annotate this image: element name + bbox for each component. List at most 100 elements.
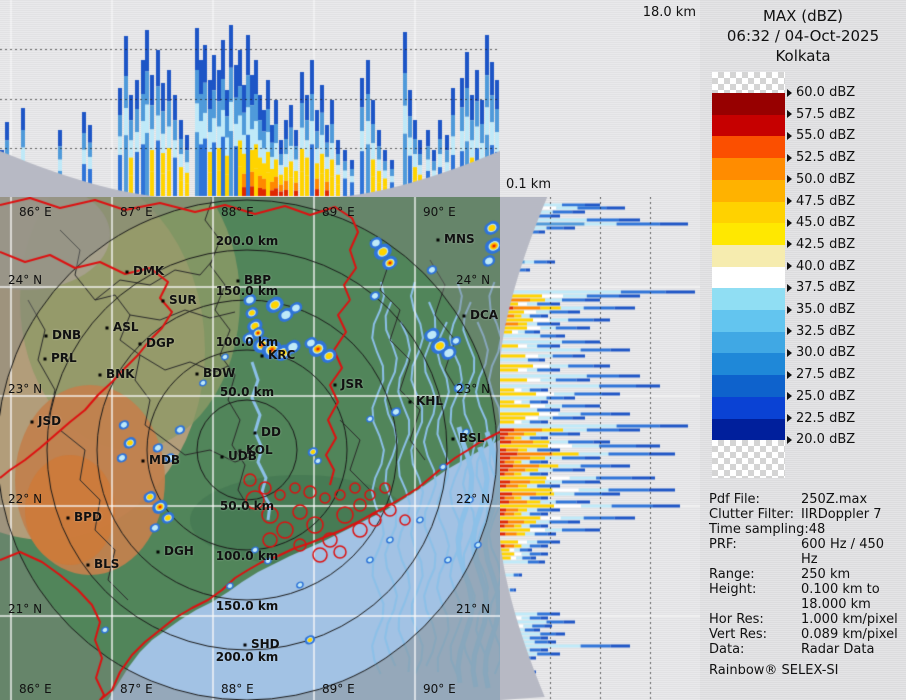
metadata-value: 48	[808, 522, 826, 537]
map-panel[interactable]: 86° E 86° E 87° E 87° E 88° E 88° E 89° E 89° E…	[0, 197, 500, 700]
software-brand: Rainbow® SELEX-SI	[709, 663, 839, 678]
scale-tick-icon	[787, 153, 792, 162]
scale-tick-icon	[787, 197, 792, 205]
lat-label-right: 24° N	[456, 273, 491, 287]
colorbar-band	[712, 244, 785, 268]
lon-label-top: 87° E	[120, 205, 153, 219]
metadata-label: Height:	[709, 582, 757, 597]
scale-tick-icon	[787, 414, 792, 422]
side-projection-canvas[interactable]	[500, 197, 700, 700]
scale-label-text: 42.5 dBZ	[796, 236, 856, 252]
city-label: DGH	[164, 544, 194, 558]
scale-tick-icon	[787, 110, 792, 119]
city-label: KHL	[416, 394, 443, 408]
scale-label-text: 45.0 dBZ	[796, 215, 856, 231]
colorbar-band	[712, 114, 785, 137]
colorbar-band	[712, 136, 785, 159]
metadata-value: 250Z.max	[801, 492, 868, 507]
colorbar-band	[712, 93, 785, 116]
top-projection-canvas[interactable]	[0, 0, 500, 197]
lon-label-top: 89° E	[322, 205, 355, 219]
city-label: BLS	[94, 557, 120, 571]
side-projection-panel[interactable]	[500, 197, 700, 700]
legend-product-title: MAX (dBZ)	[762, 7, 844, 25]
metadata-row: Hor Res: 1.000 km/pixel	[709, 612, 903, 627]
lon-label-top: 88° E	[221, 205, 254, 219]
lon-label-bottom: 90° E	[423, 682, 456, 696]
scale-label-text: 27.5 dBZ	[796, 367, 856, 383]
scale-label-text: 52.5 dBZ	[796, 150, 856, 166]
scale-label-text: 60.0 dBZ	[796, 85, 856, 100]
lon-label-top: 90° E	[423, 205, 456, 219]
scale-label: 45.0 dBZ	[787, 215, 855, 230]
scale-tick-icon	[787, 175, 792, 184]
city-label: BPD	[74, 510, 102, 524]
scale-label: 37.5 dBZ	[787, 280, 855, 295]
scale-tick-icon	[787, 392, 792, 401]
metadata-label: Pdf File:	[709, 492, 760, 507]
lat-label-left: 22° N	[8, 492, 43, 506]
colorbar-band	[712, 158, 785, 181]
city-label: ASL	[113, 320, 139, 334]
lat-label-left: 23° N	[8, 382, 43, 396]
metadata-row: Vert Res: 0.089 km/pixel	[709, 627, 903, 642]
metadata-label: PRF:	[709, 537, 737, 552]
scale-tick-icon	[787, 283, 792, 292]
legend-panel: MAX (dBZ) 06:32 / 04-Oct-2025 Kolkata 60…	[700, 0, 906, 700]
range-ring-label: 200.0 km	[215, 234, 279, 248]
scale-label: 42.5 dBZ	[787, 237, 855, 252]
city-label: MDB	[149, 453, 181, 467]
lon-label-bottom: 87° E	[120, 682, 153, 696]
city-label: BDW	[203, 366, 236, 380]
city-label: DD	[261, 425, 281, 439]
scale-label-text: 22.5 dBZ	[796, 410, 856, 426]
scale-tick-icon	[787, 131, 792, 140]
scale-label: 57.5 dBZ	[787, 107, 855, 122]
range-ring-label: 200.0 km	[215, 650, 279, 664]
scale-tick-icon	[787, 327, 792, 336]
scale-label: 52.5 dBZ	[787, 150, 855, 165]
city-label: KOL	[246, 443, 273, 457]
city-label: BSL	[459, 431, 485, 445]
lon-label-bottom: 88° E	[221, 682, 254, 696]
scale-label-text: 37.5 dBZ	[796, 280, 856, 296]
metadata-row: Clutter Filter: IIRDoppler 7	[709, 507, 903, 522]
colorbar-band	[712, 396, 785, 419]
lat-label-left: 24° N	[8, 273, 43, 287]
lon-label-top: 86° E	[19, 205, 52, 219]
colorbar-band	[712, 375, 785, 398]
city-label: DCA	[470, 308, 499, 322]
min-height-label: 0.1 km	[506, 177, 551, 192]
scale-label-text: 20.0 dBZ	[796, 432, 856, 448]
colorbar-band	[712, 310, 785, 333]
legend-station: Kolkata	[775, 47, 831, 65]
metadata-row: Time sampling: 48	[709, 522, 903, 537]
top-projection-panel[interactable]	[0, 0, 500, 197]
metadata-value: 250 km	[801, 567, 851, 582]
lon-label-bottom: 89° E	[322, 682, 355, 696]
scale-label: 30.0 dBZ	[787, 345, 855, 360]
city-label: BNK	[106, 367, 135, 381]
metadata-label: Vert Res:	[709, 627, 768, 642]
scale-label: 60.0 dBZ	[787, 85, 855, 100]
lat-label-right: 23° N	[456, 382, 491, 396]
scale-label-text: 25.0 dBZ	[796, 388, 856, 404]
colorbar-band	[712, 201, 785, 224]
colorbar-band	[712, 72, 785, 93]
colorbar-band	[712, 179, 785, 202]
scale-tick-icon	[787, 305, 792, 314]
colorbar-band	[712, 353, 785, 376]
scale-tick-icon	[787, 88, 792, 97]
map-canvas[interactable]	[0, 197, 500, 700]
metadata-value: Radar Data	[801, 642, 875, 657]
city-label: DGP	[146, 336, 175, 350]
range-ring-label: 100.0 km	[215, 335, 279, 349]
metadata-value: 0.100 km to 18.000 km	[801, 582, 880, 612]
city-label: JSD	[38, 414, 62, 428]
metadata-row: Height: 0.100 km to 18.000 km	[709, 582, 903, 612]
range-ring-label: 100.0 km	[215, 549, 279, 563]
scale-label-text: 35.0 dBZ	[796, 302, 856, 317]
colorbar-band	[712, 266, 785, 289]
scale-label: 25.0 dBZ	[787, 389, 855, 404]
scale-tick-icon	[787, 348, 792, 357]
